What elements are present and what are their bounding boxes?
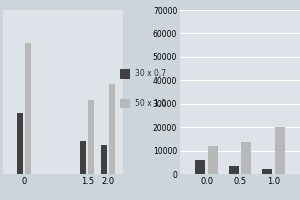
FancyBboxPatch shape (120, 69, 130, 78)
Bar (25, 43, 31, 174)
Bar (275, 127, 285, 174)
Bar (208, 146, 218, 174)
Text: 50 x 1,0: 50 x 1,0 (134, 99, 166, 108)
FancyBboxPatch shape (120, 99, 130, 108)
Bar (195, 160, 205, 174)
Bar (262, 169, 272, 174)
Bar (80, 141, 86, 174)
Bar (109, 84, 116, 174)
Bar (88, 100, 94, 174)
Bar (101, 145, 107, 174)
Text: 30 x 0,7: 30 x 0,7 (134, 69, 166, 78)
Bar (229, 166, 239, 174)
Bar (17, 112, 23, 174)
Bar (241, 142, 251, 174)
